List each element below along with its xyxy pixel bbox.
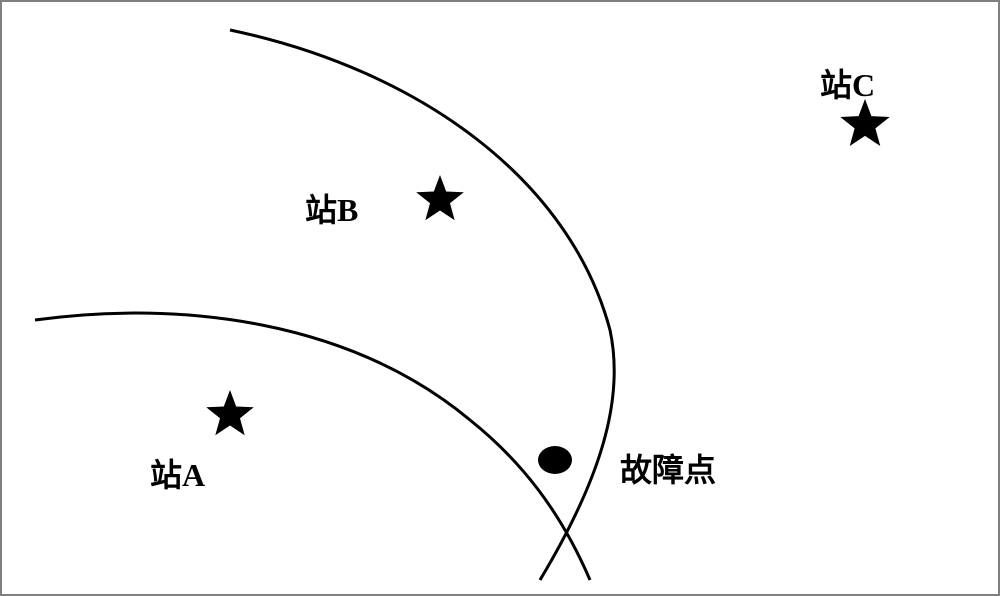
star-b (416, 175, 464, 220)
star-a (206, 390, 254, 435)
star-b-shape (416, 175, 464, 220)
fault-dot (538, 446, 572, 474)
inner-curve (35, 313, 590, 580)
label-station-a: 站A (150, 450, 205, 496)
star-a-shape (206, 390, 254, 435)
label-station-b: 站B (305, 185, 358, 231)
star-c-shape (840, 99, 889, 146)
outer-curve (230, 30, 614, 580)
label-station-c: 站C (820, 60, 875, 106)
star-c (840, 99, 889, 146)
label-fault-point: 故障点 (620, 445, 716, 491)
